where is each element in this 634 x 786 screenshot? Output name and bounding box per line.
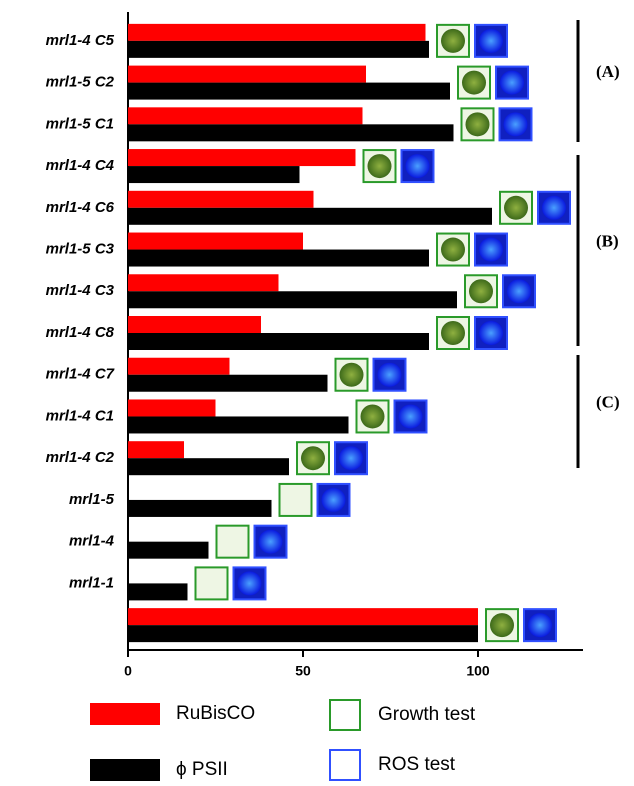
bar — [128, 66, 366, 83]
growth-spot — [469, 279, 493, 303]
growth-spot — [504, 196, 528, 220]
group-label: (C) — [596, 392, 620, 411]
bar — [128, 274, 279, 291]
growth-spot — [441, 238, 465, 262]
bar — [128, 416, 349, 433]
bar — [128, 333, 429, 350]
bar — [128, 233, 303, 250]
x-tick-label: 0 — [124, 663, 132, 679]
category-label: mrl1-4 C6 — [46, 199, 115, 216]
growth-icon — [280, 484, 312, 516]
ros-spot — [406, 154, 430, 178]
category-label: mrl1-5 — [69, 491, 115, 508]
growth-spot — [441, 321, 465, 345]
category-label: mrl1-1 — [69, 574, 114, 591]
bar — [128, 250, 429, 267]
ros-spot — [259, 530, 283, 554]
bar — [128, 316, 261, 333]
legend-swatch — [90, 759, 160, 781]
legend-box — [330, 700, 360, 730]
ros-spot — [500, 71, 524, 95]
legend-label: RuBisCO — [176, 703, 255, 724]
bar — [128, 399, 216, 416]
ros-spot — [542, 196, 566, 220]
bar — [128, 166, 300, 183]
legend-label: ROS test — [378, 754, 456, 775]
bar — [128, 149, 356, 166]
category-label: mrl1-4 C8 — [46, 324, 115, 341]
bar — [128, 441, 184, 458]
legend-swatch — [90, 703, 160, 725]
category-label: mrl1-4 C5 — [46, 32, 115, 49]
legend-label: Growth test — [378, 704, 476, 725]
ros-spot — [504, 112, 528, 136]
group-label: (B) — [596, 231, 619, 250]
legend-box — [330, 750, 360, 780]
growth-spot — [361, 404, 385, 428]
bar — [128, 124, 454, 141]
growth-spot — [490, 613, 514, 637]
category-label: mrl1-4 — [69, 533, 115, 550]
bar — [128, 24, 426, 41]
growth-icon — [217, 526, 249, 558]
bar — [128, 608, 478, 625]
growth-spot — [441, 29, 465, 53]
growth-spot — [368, 154, 392, 178]
ros-spot — [528, 613, 552, 637]
bar — [128, 83, 450, 100]
ros-spot — [378, 363, 402, 387]
ros-spot — [479, 321, 503, 345]
growth-spot — [340, 363, 364, 387]
bar — [128, 500, 272, 517]
x-tick-label: 50 — [295, 663, 311, 679]
bar — [128, 107, 363, 124]
chart: 0 50 100 mrl1-4 C5 mrl1-5 C2 mrl1-5 C1 mrl1-4 … — [0, 0, 634, 781]
bar — [128, 625, 478, 642]
ros-spot — [479, 238, 503, 262]
ros-spot — [507, 279, 531, 303]
bar — [128, 583, 188, 600]
category-label: mrl1-4 C3 — [46, 282, 115, 299]
category-label: mrl1-4 C1 — [46, 407, 114, 424]
ros-spot — [238, 571, 262, 595]
ros-spot — [479, 29, 503, 53]
bar — [128, 291, 457, 308]
category-label: mrl1-5 C1 — [46, 115, 114, 132]
bar — [128, 41, 429, 58]
bar — [128, 458, 289, 475]
category-label: mrl1-4 C7 — [46, 366, 115, 383]
growth-icon — [196, 567, 228, 599]
bar — [128, 542, 209, 559]
category-label: mrl1-5 C2 — [46, 74, 115, 91]
bar — [128, 375, 328, 392]
x-tick-label: 100 — [466, 663, 490, 679]
growth-spot — [462, 71, 486, 95]
group-label: (A) — [596, 62, 620, 81]
growth-spot — [301, 446, 325, 470]
bar — [128, 358, 230, 375]
ros-spot — [399, 404, 423, 428]
bar — [128, 208, 492, 225]
category-label: mrl1-4 C4 — [46, 157, 115, 174]
growth-spot — [466, 112, 490, 136]
ros-spot — [322, 488, 346, 512]
category-label: mrl1-4 C2 — [46, 449, 115, 466]
ros-spot — [339, 446, 363, 470]
bar — [128, 191, 314, 208]
legend-label: ϕ PSII — [176, 759, 228, 780]
category-label: mrl1-5 C3 — [46, 241, 115, 258]
